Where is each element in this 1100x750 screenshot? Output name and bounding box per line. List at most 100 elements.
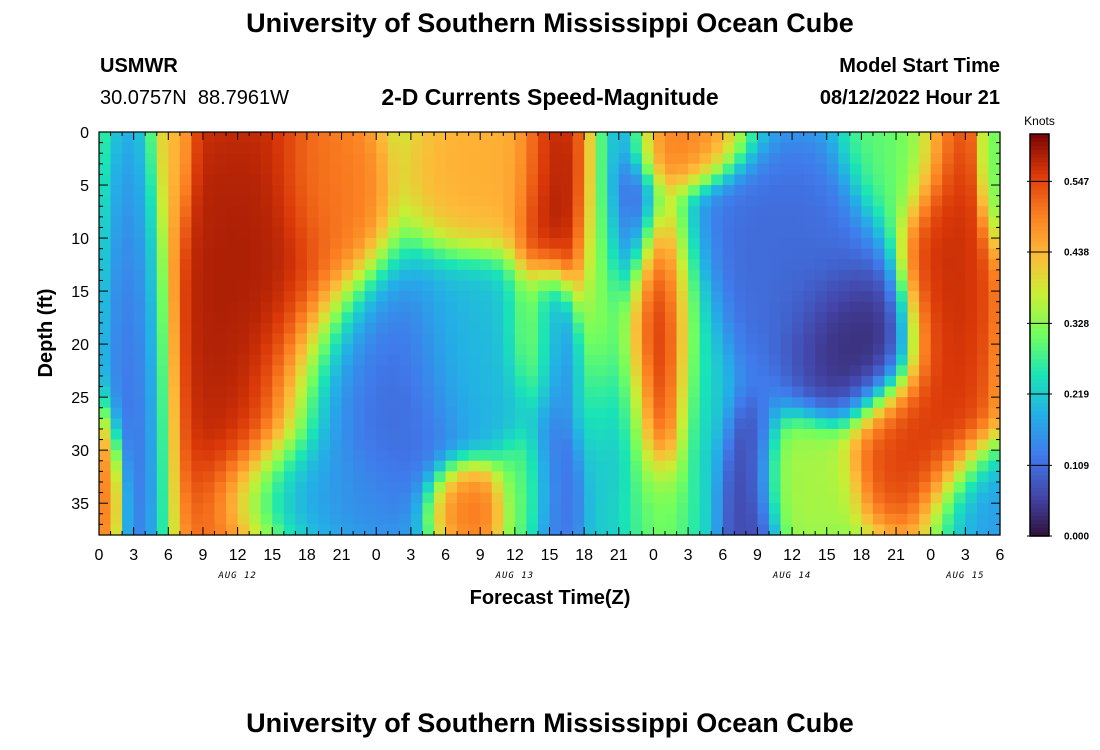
heatmap-cell — [688, 481, 701, 494]
heatmap-cell — [549, 503, 562, 515]
heatmap-cell — [133, 460, 146, 472]
heatmap-cell — [976, 259, 990, 271]
heatmap-cell — [676, 397, 689, 409]
heatmap-cell — [896, 142, 909, 154]
heatmap-cell — [838, 185, 851, 197]
colorbar-segment — [1030, 238, 1049, 244]
heatmap-cell — [168, 407, 181, 419]
heatmap-cell — [976, 397, 990, 409]
heatmap-cell — [757, 322, 770, 335]
heatmap-cell — [376, 481, 389, 494]
colorbar-segment — [1030, 527, 1049, 533]
heatmap-cell — [780, 450, 793, 462]
heatmap-cell — [306, 492, 320, 504]
heatmap-cell — [260, 492, 273, 504]
heatmap-cell — [976, 503, 990, 515]
heatmap-cell — [630, 492, 643, 504]
heatmap-cell — [341, 407, 354, 419]
heatmap-cell — [745, 216, 759, 229]
heatmap-cell — [99, 259, 112, 271]
heatmap-cell — [422, 344, 435, 356]
heatmap-cell — [468, 397, 481, 409]
heatmap-cell — [815, 460, 828, 472]
heatmap-cell — [226, 407, 239, 419]
heatmap-cell — [387, 322, 400, 335]
heatmap-cell — [341, 238, 354, 250]
heatmap-cell — [410, 397, 424, 409]
heatmap-cell — [318, 163, 331, 176]
heatmap-cell — [595, 280, 608, 292]
heatmap-cell — [872, 322, 886, 335]
heatmap-cell — [410, 407, 424, 419]
heatmap-cell — [780, 174, 793, 186]
heatmap-cell — [792, 142, 805, 154]
heatmap-cell — [745, 238, 759, 250]
heatmap-cell — [711, 206, 724, 218]
heatmap-cell — [849, 481, 862, 494]
heatmap-cell — [514, 375, 527, 388]
heatmap-cell — [226, 301, 239, 313]
heatmap-cell — [572, 248, 585, 260]
heatmap-cell — [653, 450, 666, 462]
heatmap-cell — [514, 365, 527, 377]
heatmap-cell — [676, 333, 689, 345]
heatmap-cell — [387, 407, 400, 419]
heatmap-cell — [618, 344, 631, 356]
heatmap-cell — [561, 365, 574, 377]
heatmap-cell — [387, 333, 400, 345]
heatmap-cell — [722, 407, 735, 419]
heatmap-cell — [584, 344, 597, 356]
heatmap-cell — [618, 513, 631, 525]
colorbar-segment — [1030, 367, 1049, 372]
heatmap-cell — [110, 216, 123, 229]
heatmap-cell — [272, 354, 285, 366]
heatmap-cell — [364, 259, 377, 271]
heatmap-cell — [133, 142, 146, 154]
heatmap-cell — [815, 248, 828, 260]
heatmap-cell — [306, 439, 320, 451]
colorbar-segment — [1030, 322, 1049, 328]
heatmap-cell — [156, 524, 169, 536]
heatmap-cell — [942, 227, 955, 239]
heatmap-cell — [145, 301, 158, 313]
heatmap-cell — [168, 375, 181, 388]
heatmap-cell — [191, 206, 204, 218]
heatmap-cell — [630, 460, 643, 472]
heatmap-cell — [226, 333, 239, 345]
heatmap-cell — [572, 344, 585, 356]
heatmap-cell — [919, 524, 932, 536]
heatmap-cell — [387, 428, 400, 441]
heatmap-cell — [676, 291, 689, 303]
heatmap-cell — [399, 481, 412, 494]
heatmap-cell — [676, 322, 689, 335]
heatmap-cell — [965, 513, 978, 525]
heatmap-cell — [376, 206, 389, 218]
heatmap-cell — [757, 301, 770, 313]
heatmap-cell — [711, 418, 724, 430]
heatmap-cell — [249, 195, 262, 207]
heatmap-cell — [722, 269, 735, 282]
heatmap-cell — [896, 301, 909, 313]
colorbar-segment — [1030, 359, 1049, 364]
heatmap-cell — [872, 301, 886, 313]
heatmap-cell — [618, 174, 631, 186]
heatmap-cell — [699, 291, 712, 303]
heatmap-cell — [110, 397, 123, 409]
heatmap-cell — [653, 301, 666, 313]
heatmap-cell — [191, 142, 204, 154]
colorbar-segment — [1030, 210, 1049, 215]
heatmap-cell — [595, 460, 608, 472]
heatmap-cell — [872, 259, 886, 271]
heatmap-cell — [907, 503, 920, 515]
heatmap-cell — [884, 248, 897, 260]
heatmap-cell — [526, 291, 539, 303]
heatmap-cell — [376, 333, 389, 345]
heatmap-cell — [202, 269, 216, 282]
heatmap-cell — [641, 492, 655, 504]
heatmap-cell — [826, 195, 839, 207]
heatmap-cell — [272, 439, 285, 451]
heatmap-cell — [768, 227, 782, 239]
heatmap-cell — [699, 375, 712, 388]
colorbar-segment — [1030, 463, 1049, 469]
heatmap-cell — [410, 333, 424, 345]
